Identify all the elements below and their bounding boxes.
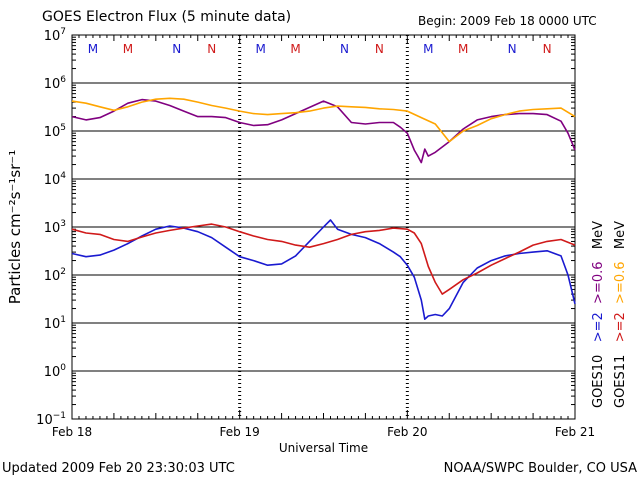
legend-entry: GOES10 >=2 >=0.6 MeV [591, 221, 606, 408]
local-time-marker: N [375, 42, 384, 56]
local-time-marker: N [508, 42, 517, 56]
y-axis-label: Particles cm⁻²s⁻¹sr⁻¹ [6, 150, 24, 304]
x-tick-label: Feb 19 [219, 425, 259, 439]
x-tick-label: Feb 18 [52, 425, 92, 439]
legend-entry: GOES11 >=2 >=0.6 MeV [613, 221, 628, 408]
local-time-marker: M [88, 42, 98, 56]
y-tick-label: 102 [44, 267, 66, 284]
local-time-marker: N [340, 42, 349, 56]
local-time-marker: M [255, 42, 265, 56]
x-tick-label: Feb 20 [387, 425, 427, 439]
y-tick-label: 101 [44, 315, 66, 332]
local-time-marker: M [290, 42, 300, 56]
local-time-marker: M [423, 42, 433, 56]
local-time-marker: M [458, 42, 468, 56]
chart-title: GOES Electron Flux (5 minute data) [42, 9, 292, 25]
y-tick-label: 10−1 [36, 411, 66, 428]
series-line [71, 97, 576, 143]
begin-time-label: Begin: 2009 Feb 18 0000 UTC [418, 14, 597, 28]
x-tick-label: Feb 21 [555, 425, 595, 439]
y-tick-label: 106 [44, 75, 67, 92]
y-tick-label: 105 [44, 123, 66, 140]
local-time-marker: M [123, 42, 133, 56]
local-time-marker: N [172, 42, 181, 56]
series-line [71, 98, 576, 164]
footer-updated: Updated 2009 Feb 20 23:30:03 UTC [2, 461, 235, 476]
y-tick-label: 107 [44, 27, 66, 44]
x-axis-label: Universal Time [279, 441, 368, 455]
local-time-marker: N [207, 42, 216, 56]
y-tick-label: 100 [44, 363, 67, 380]
local-time-marker: N [543, 42, 552, 56]
series-line [71, 223, 576, 295]
y-tick-label: 103 [44, 219, 66, 236]
y-tick-label: 104 [44, 171, 67, 188]
footer-source: NOAA/SWPC Boulder, CO USA [443, 461, 637, 476]
